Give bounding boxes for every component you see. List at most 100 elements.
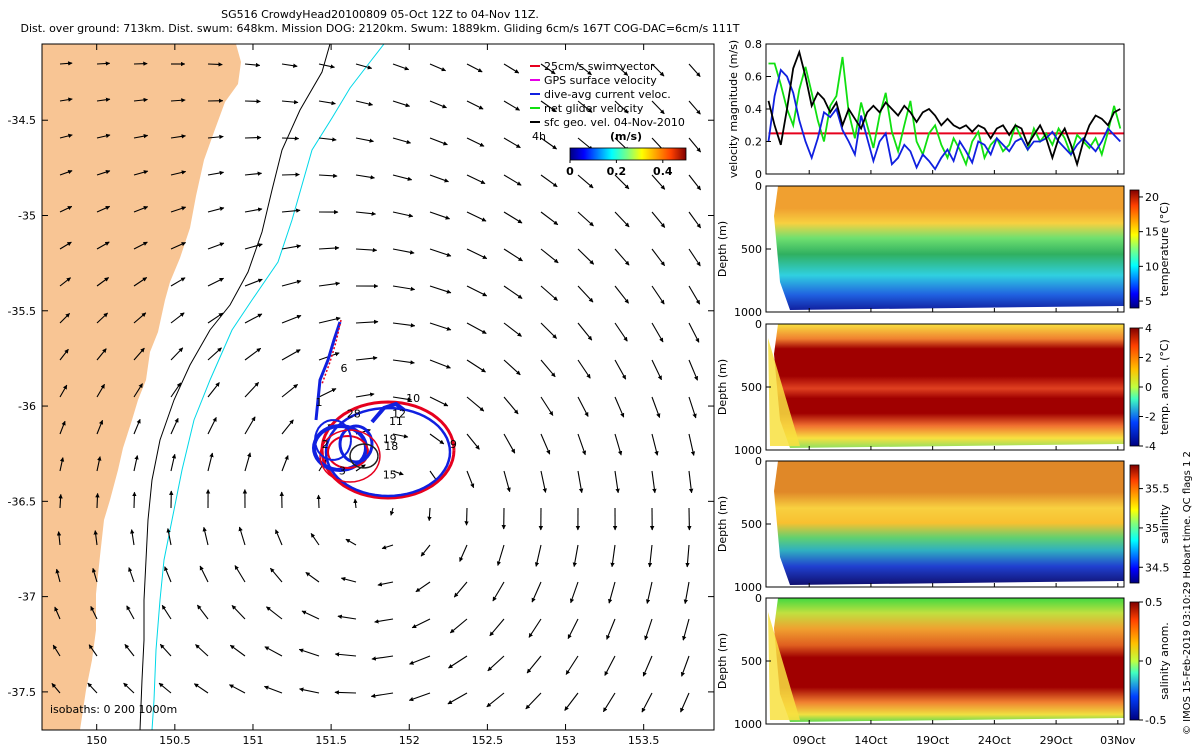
section-ytick-label: 0 (755, 318, 762, 331)
section-ytick-label: 1000 (734, 581, 762, 594)
geostrophic-arrow (651, 433, 659, 456)
figure-title: SG516 CrowdyHead20100809 05-Oct 12Z to 0… (0, 8, 760, 36)
geostrophic-arrow (207, 242, 225, 250)
title-line-1: SG516 CrowdyHead20100809 05-Oct 12Z to 0… (221, 8, 539, 21)
geostrophic-arrow (496, 544, 505, 566)
geostrophic-arrow (389, 507, 395, 516)
geostrophic-arrow (688, 285, 701, 305)
geostrophic-arrow (59, 420, 66, 435)
track-inner-loop-3 (338, 424, 374, 464)
section-colorbar-label: temp. anom. (°C) (1158, 339, 1171, 435)
geostrophic-arrow (577, 470, 584, 494)
geostrophic-arrow (193, 683, 209, 694)
map-ytick-label: -36.5 (8, 495, 36, 508)
geostrophic-arrow (614, 470, 620, 494)
geostrophic-arrow (170, 312, 185, 324)
geostrophic-arrow (207, 347, 222, 361)
geostrophic-arrow (540, 137, 557, 150)
section-xtick-label: 24Oct (978, 734, 1012, 747)
geostrophic-arrow (429, 248, 452, 257)
geostrophic-arrow (381, 544, 394, 550)
map-frame (41, 43, 715, 731)
geostrophic-arrow (231, 605, 246, 620)
geostrophic-arrow (318, 281, 341, 287)
geostrophic-arrow (688, 63, 701, 77)
glider-track (311, 319, 456, 500)
geostrophic-arrow (392, 174, 413, 181)
geostrophic-arrow (492, 581, 505, 602)
geostrophic-arrow (651, 63, 665, 77)
geostrophic-arrow (577, 396, 589, 417)
geostrophic-arrow (244, 382, 260, 398)
geostrophic-arrow (572, 544, 579, 568)
geostrophic-arrow (52, 644, 61, 657)
geostrophic-arrow (651, 211, 666, 228)
section-colorbar-tick-label: 35.5 (1145, 483, 1170, 496)
section-panel-salinity_anomaly: 0 500 1000 Depth (m) 0.5 0 -0.5 salinity anom. (716, 592, 1171, 731)
geostrophic-arrow (133, 347, 145, 361)
geostrophic-arrow (370, 692, 394, 698)
geostrophic-arrow (604, 655, 616, 676)
geostrophic-arrow (59, 61, 73, 66)
geostrophic-arrow (59, 313, 70, 324)
section-ylabel: Depth (m) (716, 221, 729, 277)
track-approach-swim (321, 319, 342, 385)
geostrophic-arrow (132, 491, 137, 509)
map-xtick-label: 151 (242, 734, 263, 747)
section-xtick-label: 09Oct (793, 734, 827, 747)
geostrophic-arrow (610, 544, 616, 568)
geostrophic-arrow (577, 211, 594, 227)
map-xtick-label: 150.5 (159, 734, 191, 747)
geostrophic-arrow (96, 241, 110, 250)
geostrophic-arrow (133, 418, 141, 435)
geostrophic-arrow (642, 655, 653, 677)
geostrophic-arrow (464, 507, 469, 526)
geostrophic-arrow (91, 567, 98, 583)
geostrophic-arrow (281, 419, 294, 435)
legend-label: net glider velocity (544, 102, 644, 115)
geostrophic-arrow (337, 614, 357, 620)
section-ylabel: Depth (m) (716, 496, 729, 552)
track-day-label: 10 (406, 392, 420, 405)
track-big-loop-dac (324, 406, 452, 498)
geostrophic-velocity-arrows (51, 61, 702, 713)
geostrophic-arrow (170, 206, 187, 213)
geostrophic-arrow (503, 211, 523, 224)
section-ytick-label: 1000 (734, 306, 762, 319)
track-day-label: 28 (347, 407, 361, 420)
geostrophic-arrow (56, 531, 62, 546)
geostrophic-arrow (466, 100, 484, 110)
credit-line: © IMOS 15-Feb-2019 03:10:29 Hobart time.… (1182, 451, 1193, 735)
track-big-loop-swim (320, 400, 456, 500)
geostrophic-arrow (683, 581, 690, 605)
section-colorbar-tick-label: 5 (1145, 295, 1152, 308)
geostrophic-arrow (95, 492, 100, 509)
geostrophic-arrow (93, 530, 98, 546)
geostrophic-arrow (614, 248, 630, 266)
geostrophic-arrow (123, 682, 135, 694)
geostrophic-arrow (87, 682, 98, 694)
map-xtick-label: 153 (555, 734, 576, 747)
geostrophic-arrow (429, 285, 452, 294)
geostrophic-arrow (429, 63, 447, 72)
geostrophic-arrow (525, 692, 542, 710)
geostrophic-arrow (415, 581, 431, 593)
geostrophic-arrow (614, 285, 630, 304)
geostrophic-arrow (644, 618, 653, 641)
geostrophic-arrow (244, 347, 262, 361)
geostrophic-arrow (466, 137, 485, 147)
geostrophic-arrow (503, 63, 520, 74)
geostrophic-arrow (540, 433, 551, 455)
geostrophic-arrow (202, 526, 209, 546)
geostrophic-arrow (55, 568, 61, 583)
geostrophic-arrow (96, 277, 109, 287)
geostrophic-arrow (281, 279, 302, 287)
velocity-series-line (767, 49, 1121, 168)
geostrophic-arrow (207, 382, 220, 398)
geostrophic-arrow (164, 566, 172, 583)
geostrophic-arrow (207, 312, 224, 324)
geostrophic-arrow (489, 618, 505, 637)
geostrophic-arrow (316, 494, 321, 509)
velocity-ytick-label: 0 (755, 168, 762, 181)
